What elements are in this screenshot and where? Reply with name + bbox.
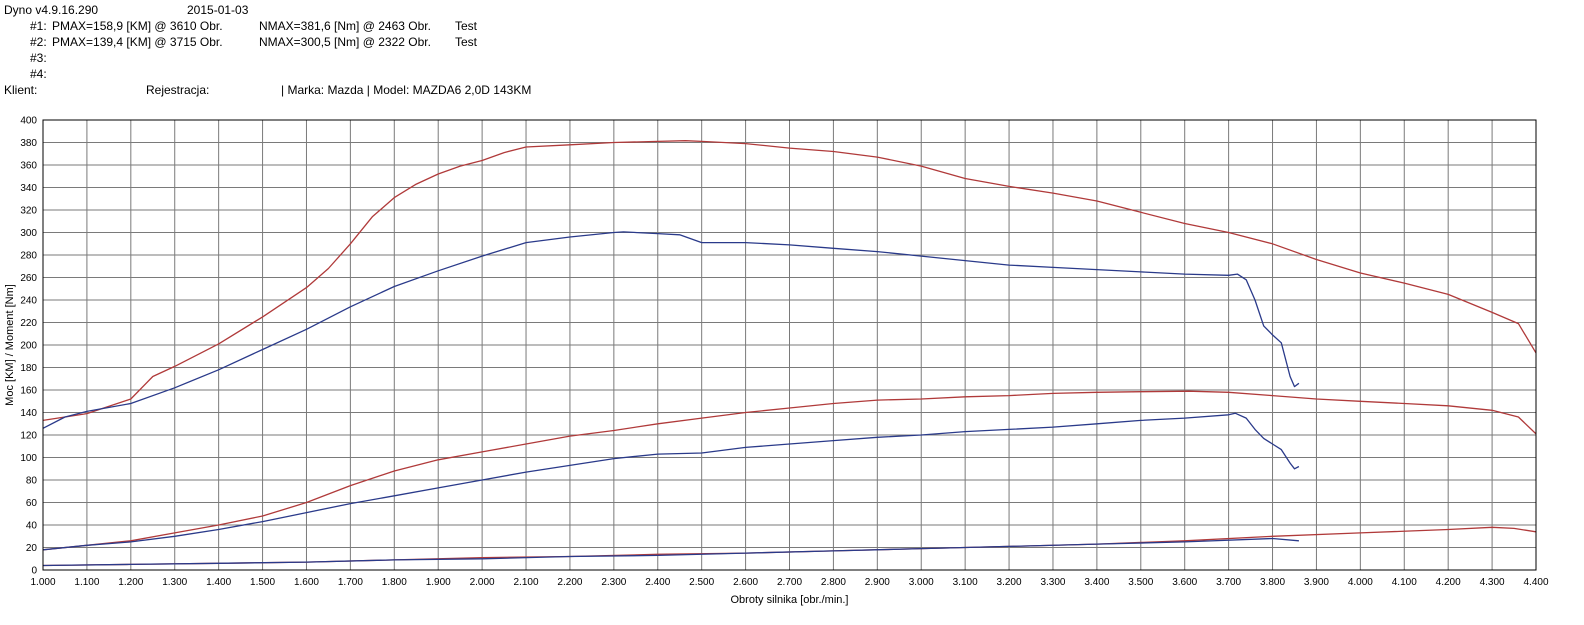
run-pmax-1: PMAX=158,9 [KM] @ 3610 Obr. [52, 19, 223, 33]
y-tick-label: 320 [20, 206, 37, 217]
x-tick-label: 2.200 [557, 577, 582, 588]
run-nmax-2: NMAX=300,5 [Nm] @ 2322 Obr. [259, 35, 431, 49]
y-tick-labels: 0 20 40 60 80 100 120 140 160 180 200 220 240 260 280 3… [20, 116, 37, 577]
run-id-3: #3: [30, 51, 47, 65]
y-tick-label: 300 [20, 228, 37, 239]
y-tick-label: 40 [26, 521, 38, 532]
vehicle-info: | Marka: Mazda | Model: MAZDA6 2,0D 143K… [281, 83, 532, 97]
x-axis-label: Obroty silnika [obr./min.] [731, 594, 849, 606]
x-tick-label: 4.200 [1436, 577, 1461, 588]
x-tick-label: 3.500 [1128, 577, 1153, 588]
y-tick-label: 0 [31, 566, 37, 577]
x-tick-label: 2.500 [689, 577, 714, 588]
x-tick-label: 2.900 [865, 577, 890, 588]
x-tick-label: 3.000 [909, 577, 934, 588]
chart-series [42, 140, 1537, 567]
y-tick-label: 400 [20, 116, 37, 127]
y-axis-label: Moc [KM] / Moment [Nm] [4, 284, 16, 406]
x-tick-label: 2.300 [601, 577, 626, 588]
y-tick-label: 160 [20, 386, 37, 397]
x-tick-label: 1.600 [294, 577, 319, 588]
registration-label: Rejestracja: [146, 83, 210, 97]
x-tick-label: 3.100 [953, 577, 978, 588]
plot-frame [42, 119, 1537, 571]
run-id-2: #2: [30, 35, 47, 49]
x-tick-label: 1.300 [162, 577, 187, 588]
app-version: Dyno v4.9.16.290 [4, 3, 99, 17]
x-tick-label: 1.200 [118, 577, 143, 588]
x-tick-label: 3.600 [1172, 577, 1197, 588]
series-line-2 [42, 231, 1300, 429]
run-id-1: #1: [30, 19, 47, 33]
series-line-3 [42, 390, 1537, 551]
y-tick-label: 260 [20, 273, 37, 284]
y-tick-label: 180 [20, 363, 37, 374]
series-line-6 [42, 537, 1299, 567]
y-tick-label: 60 [26, 498, 38, 509]
x-tick-label: 1.700 [338, 577, 363, 588]
y-tick-label: 220 [20, 318, 37, 329]
y-tick-label: 80 [26, 476, 38, 487]
y-tick-label: 240 [20, 296, 37, 307]
x-tick-label: 2.100 [514, 577, 539, 588]
x-tick-label: 2.700 [777, 577, 802, 588]
run-nmax-1: NMAX=381,6 [Nm] @ 2463 Obr. [259, 19, 431, 33]
x-tick-label: 2.600 [733, 577, 758, 588]
x-tick-label: 1.900 [426, 577, 451, 588]
chart-grid [42, 119, 1537, 571]
x-tick-label: 2.800 [821, 577, 846, 588]
y-tick-label: 340 [20, 183, 37, 194]
x-tick-label: 1.100 [74, 577, 99, 588]
run-tag-2: Test [455, 35, 478, 49]
x-tick-label: 2.000 [470, 577, 495, 588]
run-pmax-2: PMAX=139,4 [KM] @ 3715 Obr. [52, 35, 223, 49]
x-tick-label: 3.300 [1040, 577, 1065, 588]
run-id-4: #4: [30, 67, 47, 81]
report-date: 2015-01-03 [187, 3, 249, 17]
x-tick-label: 4.300 [1480, 577, 1505, 588]
x-tick-label: 3.400 [1084, 577, 1109, 588]
y-tick-label: 200 [20, 341, 37, 352]
y-tick-label: 120 [20, 431, 37, 442]
series-line-4 [42, 412, 1300, 551]
y-tick-label: 360 [20, 161, 37, 172]
x-tick-label: 1.800 [382, 577, 407, 588]
x-tick-labels: 1.000 1.100 1.200 1.300 1.400 1.500 1.600 1.700… [30, 577, 1548, 588]
x-tick-label: 3.900 [1304, 577, 1329, 588]
series-line-1 [42, 140, 1537, 422]
y-tick-label: 380 [20, 138, 37, 149]
y-tick-label: 280 [20, 251, 37, 262]
x-tick-label: 4.000 [1348, 577, 1373, 588]
y-tick-label: 20 [26, 543, 38, 554]
client-label: Klient: [4, 83, 38, 97]
x-tick-label: 3.700 [1216, 577, 1241, 588]
y-tick-label: 100 [20, 453, 37, 464]
x-tick-label: 1.400 [206, 577, 231, 588]
x-tick-label: 3.800 [1260, 577, 1285, 588]
y-tick-label: 140 [20, 408, 37, 419]
x-tick-label: 3.200 [997, 577, 1022, 588]
run-tag-1: Test [455, 19, 478, 33]
x-tick-label: 1.500 [250, 577, 275, 588]
x-tick-label: 1.000 [30, 577, 55, 588]
x-tick-label: 2.400 [645, 577, 670, 588]
x-tick-label: 4.100 [1392, 577, 1417, 588]
x-tick-label: 4.400 [1523, 577, 1548, 588]
